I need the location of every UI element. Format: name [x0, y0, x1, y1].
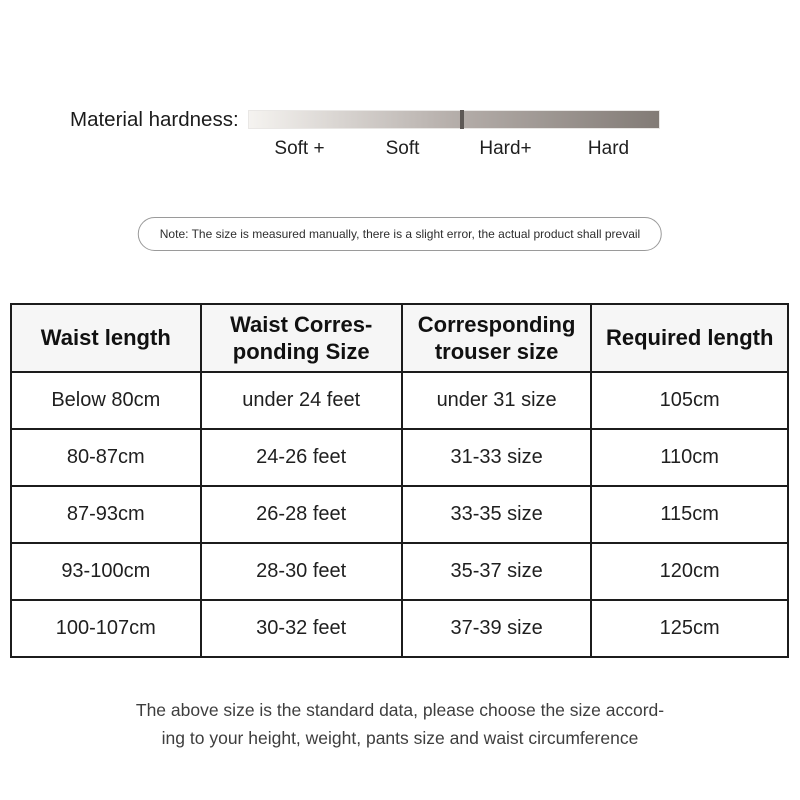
- header-row: Waist length Waist Corres- ponding Size …: [10, 303, 789, 373]
- table-row: 80-87cm 24-26 feet 31-33 size 110cm: [10, 428, 789, 487]
- table-cell: 31-33 size: [400, 428, 593, 487]
- table-cell: 30-32 feet: [199, 599, 403, 658]
- table-cell: under 24 feet: [199, 371, 403, 430]
- table-cell: 110cm: [590, 428, 789, 487]
- table-cell: 33-35 size: [400, 485, 593, 544]
- measurement-note-pill: Note: The size is measured manually, the…: [137, 217, 663, 251]
- hardness-tick-soft: Soft: [385, 138, 420, 159]
- table-row: 87-93cm 26-28 feet 33-35 size 115cm: [10, 485, 789, 544]
- table-cell: 80-87cm: [10, 428, 202, 487]
- header-cell-waist-length: Waist length: [10, 303, 202, 373]
- hardness-tick-labels: Soft + Soft Hard+ Hard: [248, 138, 660, 160]
- table-cell: 28-30 feet: [199, 542, 403, 601]
- hardness-tick-soft-plus: Soft +: [274, 138, 325, 159]
- header-cell-trouser-size: Corresponding trouser size: [400, 303, 593, 373]
- table-cell: Below 80cm: [10, 371, 202, 430]
- table-cell: 100-107cm: [10, 599, 202, 658]
- measurement-note-text: Note: The size is measured manually, the…: [159, 227, 641, 241]
- size-table: Waist length Waist Corres- ponding Size …: [10, 303, 789, 658]
- table-row: Below 80cm under 24 feet under 31 size 1…: [10, 371, 789, 430]
- table-row: 93-100cm 28-30 feet 35-37 size 120cm: [10, 542, 789, 601]
- table-cell: 105cm: [590, 371, 789, 430]
- table-cell: 37-39 size: [400, 599, 593, 658]
- table-cell: 26-28 feet: [199, 485, 403, 544]
- table-cell: 125cm: [590, 599, 789, 658]
- table-cell: under 31 size: [400, 371, 593, 430]
- size-table-header: Waist length Waist Corres- ponding Size …: [10, 303, 789, 373]
- footer-note: The above size is the standard data, ple…: [135, 700, 665, 749]
- table-cell: 120cm: [590, 542, 789, 601]
- size-table-body: Below 80cm under 24 feet under 31 size 1…: [10, 371, 789, 658]
- table-cell: 24-26 feet: [199, 428, 403, 487]
- table-cell: 93-100cm: [10, 542, 202, 601]
- material-hardness-label: Material hardness:: [70, 108, 239, 131]
- hardness-tick-hard: Hard: [587, 138, 630, 159]
- header-cell-waist-size: Waist Corres- ponding Size: [199, 303, 403, 373]
- hardness-marker-tick: [460, 110, 465, 129]
- header-cell-required-length: Required length: [590, 303, 789, 373]
- table-cell: 35-37 size: [400, 542, 593, 601]
- hardness-tick-hard-plus: Hard+: [479, 138, 532, 159]
- table-row: 100-107cm 30-32 feet 37-39 size 125cm: [10, 599, 789, 658]
- hardness-gradient-bar: [248, 110, 660, 129]
- table-cell: 115cm: [590, 485, 789, 544]
- table-cell: 87-93cm: [10, 485, 202, 544]
- material-hardness-scale: Soft + Soft Hard+ Hard: [248, 110, 660, 160]
